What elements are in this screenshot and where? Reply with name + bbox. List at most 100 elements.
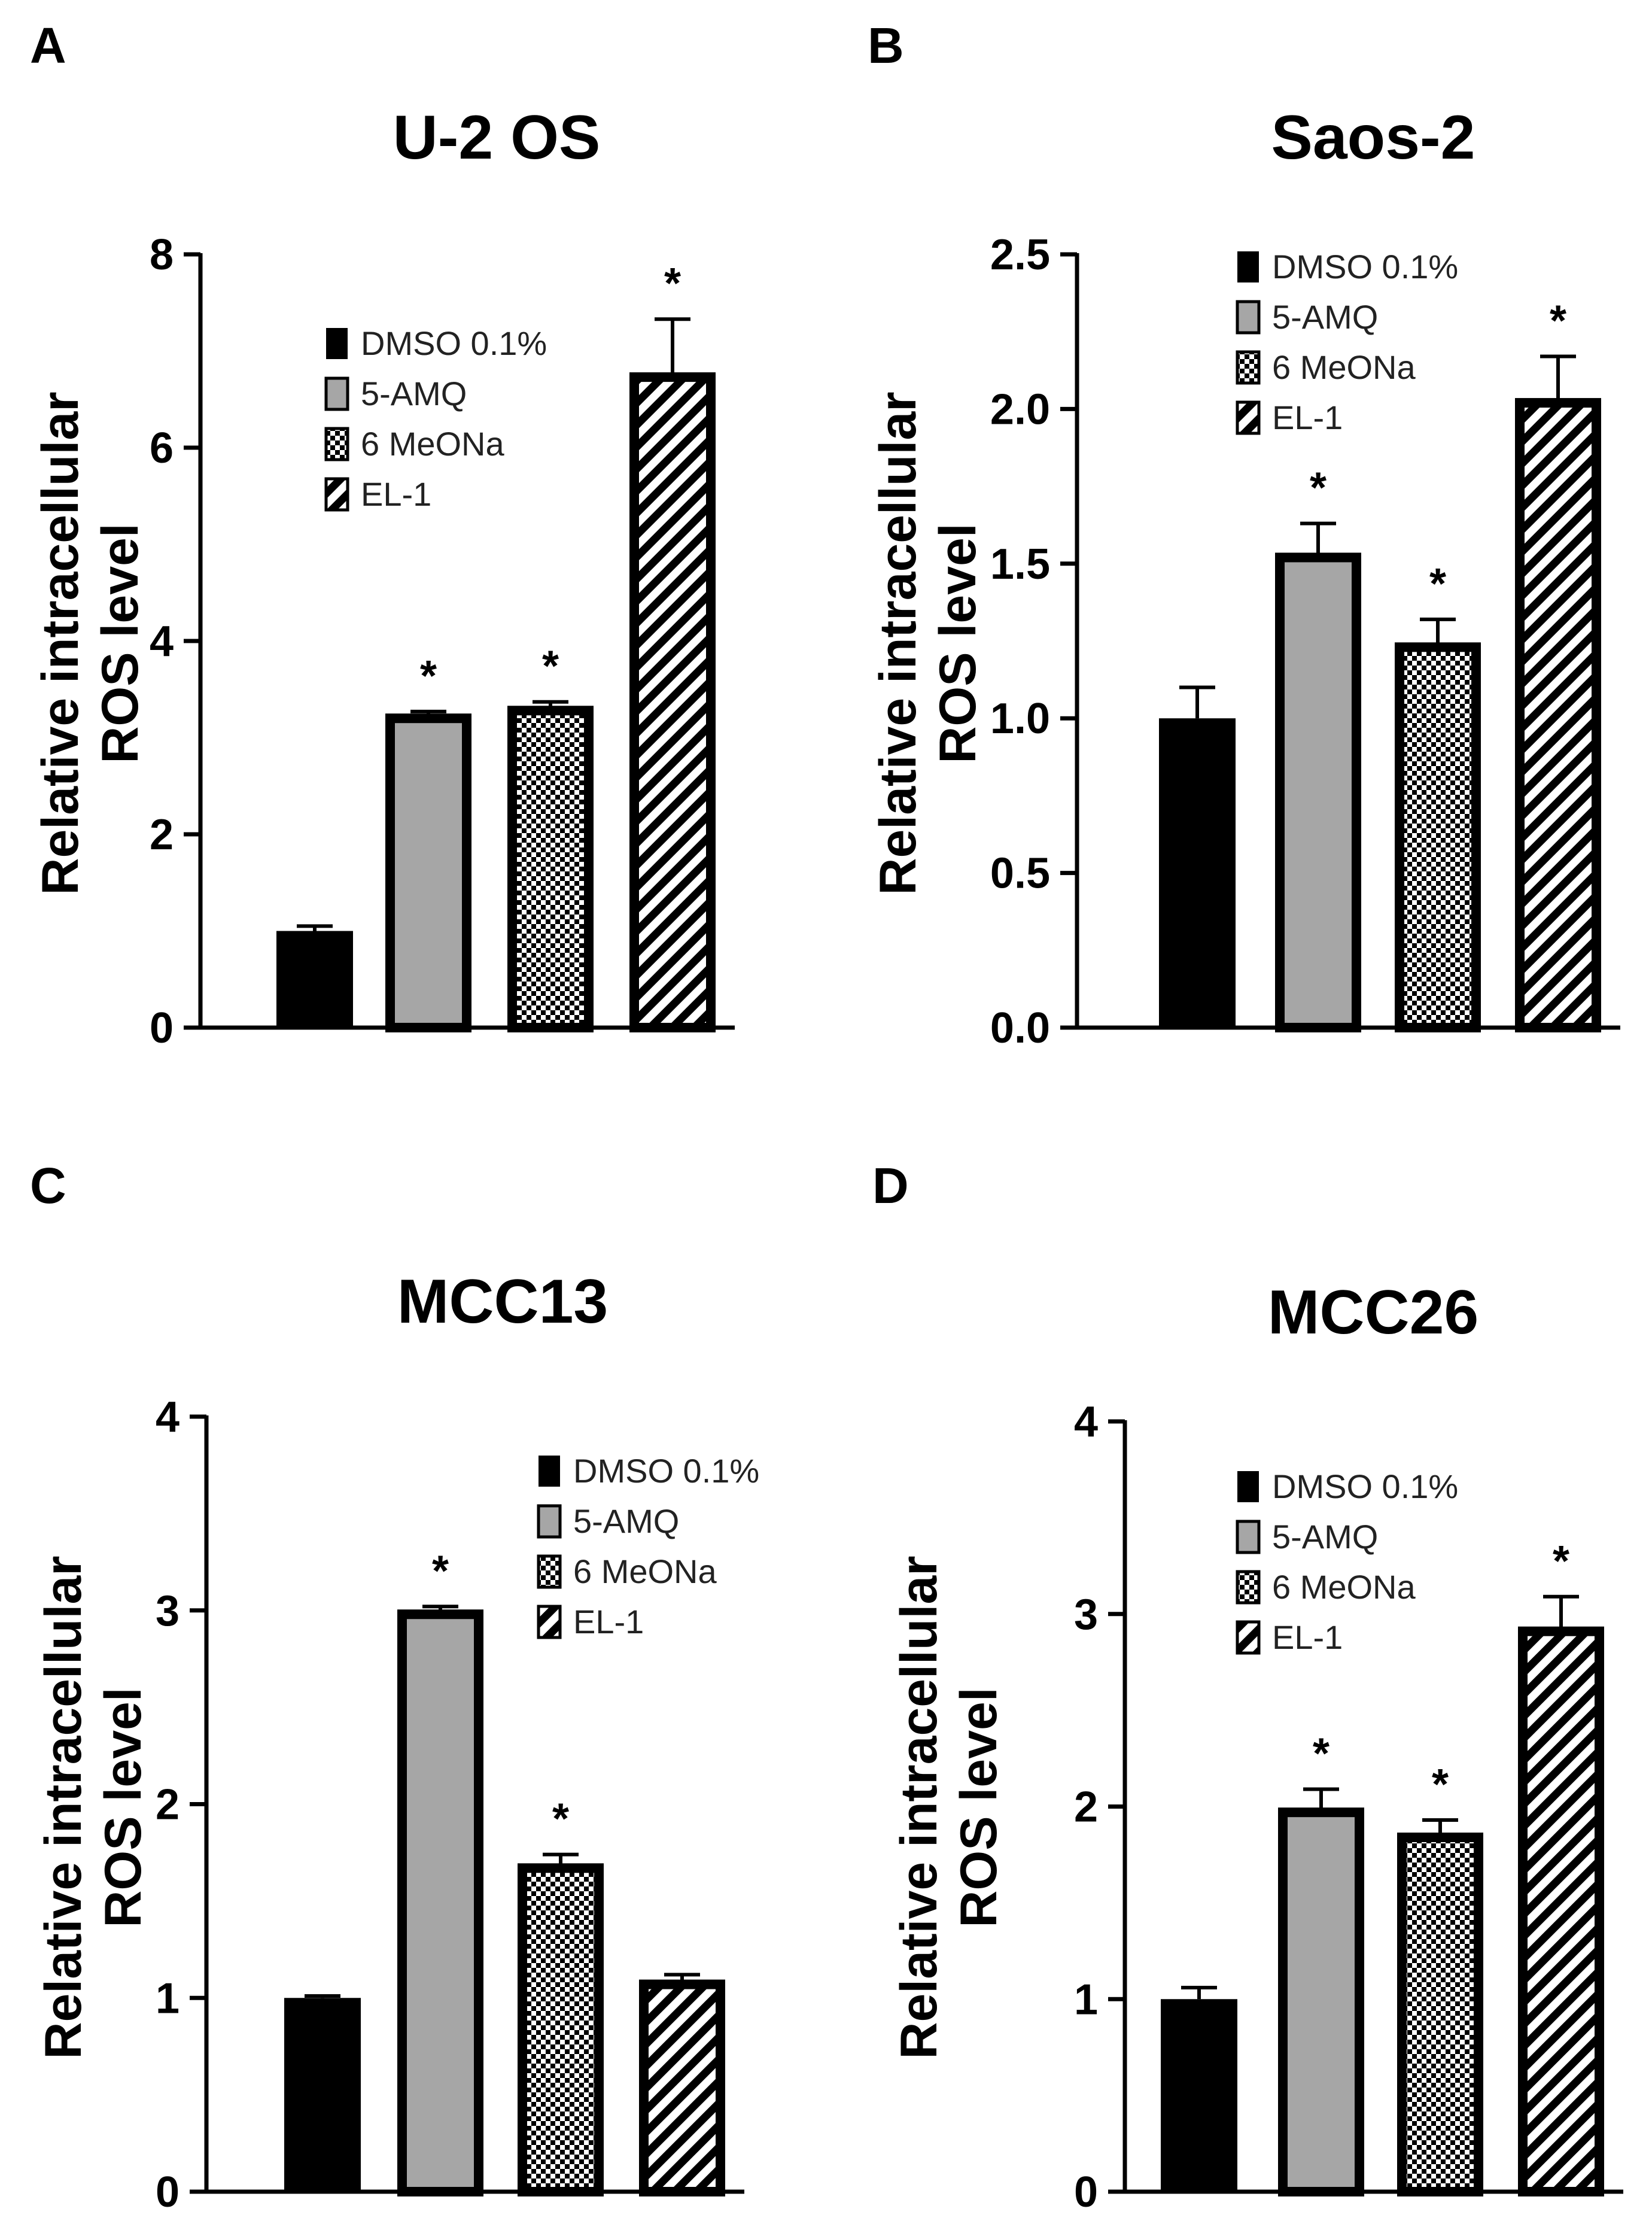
y-tick-label: 4 (150, 618, 174, 666)
bar-2 (1275, 552, 1361, 1032)
significance-marker: * (1310, 464, 1327, 512)
y-tick-label: 2 (150, 811, 174, 859)
y-tick-label: 4 (1074, 1398, 1098, 1446)
legend-swatch (537, 1605, 562, 1639)
legend-swatch (324, 376, 349, 411)
legend-swatch (324, 477, 349, 512)
y-tick-label: 0 (156, 2168, 180, 2216)
bar-4 (1515, 398, 1601, 1033)
legend-label: DMSO 0.1% (1272, 1468, 1458, 1505)
legend-swatch (539, 1456, 560, 1487)
y-tick-label: 2 (156, 1781, 180, 1829)
y-tick-label: 1 (1074, 1976, 1098, 2024)
bar-3 (1395, 642, 1481, 1033)
legend-swatch (537, 1504, 562, 1539)
significance-marker: * (432, 1547, 449, 1595)
y-axis-label-line: ROS level (929, 523, 987, 764)
legend-label: EL-1 (361, 475, 431, 513)
significance-marker: * (1550, 297, 1566, 345)
legend-label: 6 MeONa (1272, 348, 1416, 386)
y-tick-label: 0.5 (990, 850, 1050, 898)
legend-label: DMSO 0.1% (1272, 248, 1458, 285)
significance-marker: * (1432, 1761, 1449, 1809)
legend-swatch (1236, 1570, 1261, 1605)
bar-2 (1278, 1807, 1364, 2197)
legend-label: 5-AMQ (1272, 298, 1378, 336)
legend-swatch (1236, 1620, 1261, 1655)
chart-title: U-2 OS (393, 103, 601, 172)
significance-marker: * (1429, 560, 1446, 608)
chart-panel-c: C MCC13 Relative intracellularROS level 0 1 2… (30, 1157, 759, 2216)
legend-label: 5-AMQ (1272, 1518, 1378, 1555)
legend-swatch (1236, 350, 1261, 385)
legend-swatch (537, 1554, 562, 1589)
panel-letter: C (30, 1157, 66, 1214)
y-tick-label: 4 (156, 1393, 180, 1441)
legend-swatch (1236, 300, 1261, 335)
y-axis-label-line: ROS level (95, 1687, 152, 1928)
y-axis-label: Relative intracellularROS level (869, 391, 987, 895)
y-tick-label: 3 (1074, 1591, 1098, 1639)
y-tick-label: 1 (156, 1974, 180, 2022)
y-axis-label-line: Relative intracellular (35, 1555, 92, 2059)
legend-label: 6 MeONa (361, 425, 504, 463)
legend-swatch (1236, 1520, 1261, 1554)
y-tick-label: 0.0 (990, 1004, 1050, 1052)
y-tick-label: 1.5 (990, 540, 1050, 588)
y-axis-label: Relative intracellularROS level (890, 1555, 1008, 2059)
y-tick-label: 0 (1074, 2168, 1098, 2216)
bar-3 (1397, 1832, 1483, 2196)
legend-label: DMSO 0.1% (573, 1452, 759, 1490)
y-tick-label: 8 (150, 231, 174, 279)
legend-label: EL-1 (573, 1603, 644, 1640)
y-axis-label-line: Relative intracellular (890, 1555, 948, 2059)
chart-title: Saos-2 (1271, 103, 1475, 172)
significance-marker: * (1553, 1538, 1569, 1585)
legend-label: 6 MeONa (573, 1552, 717, 1590)
legend-label: EL-1 (1272, 399, 1343, 436)
chart-panel-d: D MCC26 Relative intracellularROS level 0 1 2… (872, 1157, 1623, 2216)
bar-1 (1161, 1999, 1237, 2192)
significance-marker: * (1313, 1730, 1329, 1778)
panel-letter: A (30, 17, 66, 74)
legend-swatch (324, 427, 349, 461)
bar-3 (507, 706, 594, 1032)
bar-4 (629, 372, 716, 1032)
chart-title: MCC13 (397, 1267, 609, 1336)
bar-4 (1518, 1626, 1604, 2196)
legend-label: DMSO 0.1% (361, 324, 547, 362)
legend-label: EL-1 (1272, 1618, 1343, 1656)
significance-marker: * (542, 643, 559, 691)
legend-swatch (1237, 251, 1259, 282)
y-axis-label-line: ROS level (92, 523, 149, 764)
y-axis-label: Relative intracellularROS level (32, 391, 149, 895)
y-axis-label: Relative intracellularROS level (35, 1555, 152, 2059)
bar-1 (1159, 718, 1236, 1028)
significance-marker: * (664, 260, 681, 308)
legend-label: 5-AMQ (361, 375, 467, 412)
legend-swatch (326, 328, 348, 359)
legend-swatch (1237, 1471, 1259, 1502)
legend-swatch (1236, 400, 1261, 435)
y-tick-label: 3 (156, 1587, 180, 1635)
y-tick-label: 0 (150, 1004, 174, 1052)
legend-label: 5-AMQ (573, 1502, 679, 1540)
y-tick-label: 2.0 (990, 385, 1050, 433)
y-tick-label: 2 (1074, 1784, 1098, 1831)
y-axis-label-line: Relative intracellular (869, 391, 927, 895)
bar-1 (284, 1998, 361, 2192)
chart-panel-a: A U-2 OS Relative intracellularROS level 0 2… (30, 17, 735, 1052)
bar-2 (385, 713, 471, 1032)
panel-letter: D (872, 1157, 909, 1214)
chart-title: MCC26 (1268, 1278, 1479, 1347)
bar-3 (518, 1863, 604, 2196)
bar-4 (639, 1979, 725, 2196)
y-axis-label-line: ROS level (950, 1687, 1008, 1928)
legend-label: 6 MeONa (1272, 1568, 1416, 1606)
y-axis-label-line: Relative intracellular (32, 391, 89, 895)
significance-marker: * (552, 1795, 569, 1843)
panel-letter: B (868, 17, 904, 74)
y-tick-label: 6 (150, 424, 174, 472)
